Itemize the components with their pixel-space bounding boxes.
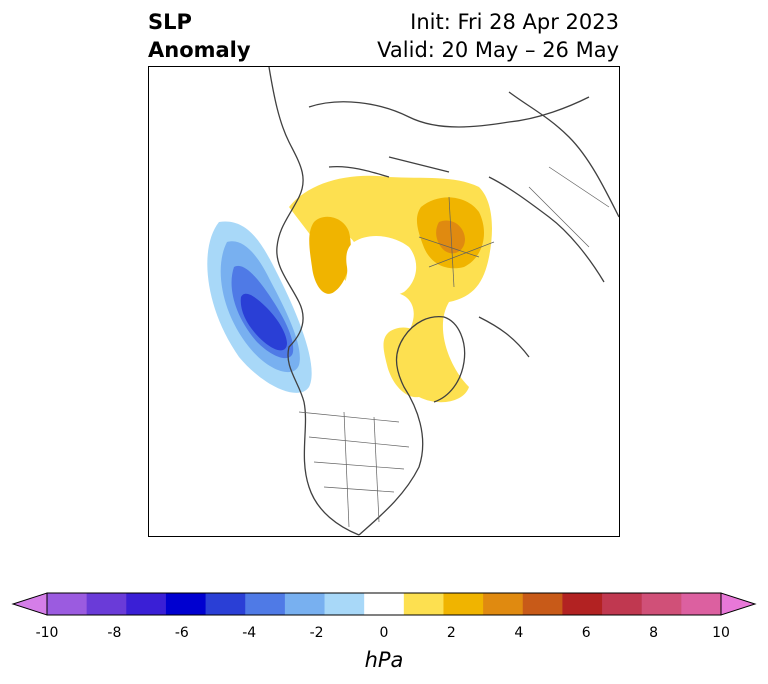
colorbar-swatch xyxy=(324,593,365,615)
colorbar-swatch xyxy=(522,593,563,615)
colorbar-tick-label: 2 xyxy=(446,625,456,641)
colorbar-swatch xyxy=(483,593,524,615)
colorbar-tick-label: 8 xyxy=(649,625,659,641)
colorbar-swatch xyxy=(86,593,127,615)
init-date: Init: Fri 28 Apr 2023 xyxy=(410,10,619,34)
colorbar xyxy=(11,592,757,616)
colorbar-swatch xyxy=(165,593,207,615)
colorbar-swatch xyxy=(284,593,326,615)
colorbar-tick-label: 6 xyxy=(581,625,591,641)
colorbar-tick-label: 4 xyxy=(514,625,524,641)
colorbar-swatch xyxy=(47,593,88,615)
colorbar-swatch xyxy=(245,593,286,615)
colorbar-swatch xyxy=(364,593,405,615)
map-svg xyxy=(207,67,619,536)
coastlines xyxy=(268,67,619,536)
title-left: SLP Anomaly xyxy=(148,8,251,64)
colorbar-tick-label: 10 xyxy=(712,625,730,641)
colorbar-swatch xyxy=(562,593,603,615)
colorbar-outline xyxy=(46,592,722,616)
colorbar-swatch xyxy=(126,593,167,615)
colorbar-extend-high xyxy=(720,592,757,616)
colorbar-swatch xyxy=(681,593,722,615)
colorbar-tick-label: 0 xyxy=(379,625,389,641)
colorbar-swatch xyxy=(641,593,682,615)
arctic-ocean xyxy=(333,235,417,329)
colorbar-swatch xyxy=(403,593,444,615)
valid-range: Valid: 20 May – 26 May xyxy=(377,38,619,62)
title-right: Init: Fri 28 Apr 2023 Valid: 20 May – 26… xyxy=(377,8,619,64)
colorbar-swatches xyxy=(47,593,722,615)
north-pacific-low-anomaly xyxy=(207,221,312,393)
colorbar-swatch xyxy=(205,593,246,615)
colorbar-tick-label: -8 xyxy=(107,625,122,641)
colorbar-swatch xyxy=(443,593,484,615)
colorbar-tick-label: -2 xyxy=(309,625,324,641)
colorbar-tick-label: -10 xyxy=(35,625,59,641)
colorbar-tick-label: -6 xyxy=(174,625,189,641)
colorbar-tick-label: -4 xyxy=(242,625,257,641)
country-borders xyxy=(298,166,610,528)
title-anomaly: Anomaly xyxy=(148,38,251,62)
title-variable: SLP xyxy=(148,10,192,34)
map-panel xyxy=(148,66,620,537)
colorbar-extend-low xyxy=(11,592,48,616)
colorbar-swatch xyxy=(602,593,643,615)
colorbar-unit: hPa xyxy=(364,648,404,672)
